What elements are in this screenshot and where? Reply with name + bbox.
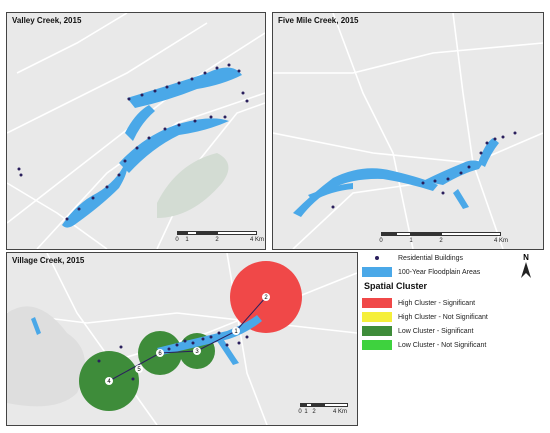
legend-item: High Cluster - Not Significant [362,311,488,323]
cluster-label-3: 3 [195,349,199,355]
scale-tick: 0 [298,409,302,415]
legend-floodplain: 100-Year Floodplain Areas [362,266,480,278]
scale-tick: 0 [175,237,179,243]
map-panel-valley-creek: Valley Creek, 2015 0 1 2 4 Km [6,12,266,250]
cluster-label-6: 6 [158,351,162,357]
scale-tick: 2 [312,409,316,415]
legend-residential: Residential Buildings [362,252,463,264]
valley-creek-scalebar: 0 1 2 4 Km [175,231,264,249]
five-mile-creek-map [273,13,543,249]
scale-tick: 1 [185,237,189,243]
scale-tick: 2 [439,238,443,244]
five-mile-creek-title: Five Mile Creek, 2015 [278,16,359,25]
map-panel-village-creek: 2 1 3 6 5 4 Village Creek, 2015 0 1 2 4 … [6,252,358,426]
low-cluster-significant-swatch [362,326,392,336]
legend-item-label: High Cluster - Significant [398,299,476,307]
residential-buildings [331,131,517,209]
village-creek-title: Village Creek, 2015 [12,256,85,265]
north-arrow: N [516,254,536,282]
valley-creek-map [7,13,265,249]
legend-item: High Cluster - Significant [362,297,475,309]
legend-item: Low Cluster - Significant [362,325,473,337]
five-mile-creek-scalebar: 0 1 2 4 Km [379,232,508,249]
legend-heading: Spatial Cluster [364,281,428,291]
low-cluster-not-significant-swatch [362,340,392,350]
north-label: N [523,253,529,262]
floodplain-swatch [362,267,392,277]
village-creek-scalebar: 0 1 2 4 Km [298,403,348,425]
cluster-label-1: 1 [234,329,238,335]
legend-item-label: Low Cluster - Not Significant [398,341,487,349]
scale-tick: 4 Km [249,237,265,243]
road-network [273,13,543,249]
cluster-label-2: 2 [264,295,268,301]
floodplain-areas [293,138,499,217]
scale-tick: 4 Km [493,238,509,244]
cluster-label-5: 5 [137,367,141,373]
scale-tick: 0 [379,238,383,244]
legend-residential-label: Residential Buildings [398,254,463,262]
residential-buildings [97,331,249,381]
legend-item-label: High Cluster - Not Significant [398,313,488,321]
high-cluster-not-significant-swatch [362,312,392,322]
legend-floodplain-label: 100-Year Floodplain Areas [398,268,481,276]
legend-item-label: Low Cluster - Significant [398,327,474,335]
legend-item: Low Cluster - Not Significant [362,339,486,351]
building-dot-icon [362,253,392,263]
valley-creek-title: Valley Creek, 2015 [12,16,82,25]
scale-tick: 1 [304,409,308,415]
map-panel-five-mile-creek: Five Mile Creek, 2015 0 1 2 4 Km [272,12,544,250]
park-area [157,153,229,218]
residential-buildings [17,63,249,221]
scale-tick: 2 [215,237,219,243]
north-arrow-icon [521,262,531,278]
cluster-label-4: 4 [107,379,111,385]
scale-tick: 1 [409,238,413,244]
floodplain-areas [31,315,262,365]
floodplain-areas [62,67,242,228]
scale-tick: 4 Km [332,409,348,415]
high-cluster-significant-swatch [362,298,392,308]
village-creek-map: 2 1 3 6 5 4 [7,253,357,425]
terrain-area [7,306,85,407]
